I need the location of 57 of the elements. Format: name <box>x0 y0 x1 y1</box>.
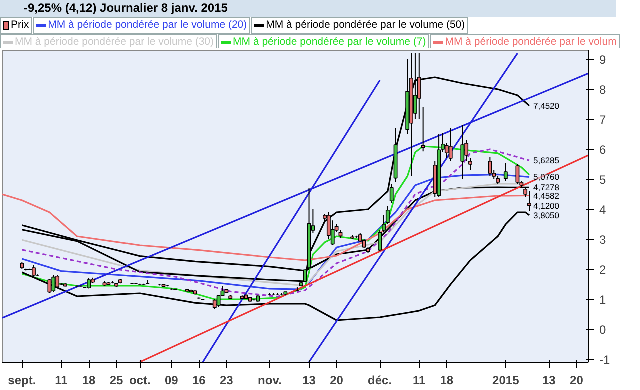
data-label: 3,8050 <box>534 210 560 220</box>
x-tick-label: oct. <box>129 374 151 388</box>
x-tick-label: 13 <box>302 374 316 388</box>
y-tick-label: 3 <box>600 233 606 247</box>
x-tick-label: 11 <box>413 374 426 388</box>
candlestick <box>504 162 508 182</box>
y-tick-label: 0 <box>600 323 606 337</box>
x-tick-label: 23 <box>220 374 234 388</box>
y-tick-label: 9 <box>600 53 606 67</box>
y-tick-label: 4 <box>600 203 606 217</box>
candlestick <box>468 158 472 171</box>
y-tick-label: 1 <box>600 293 606 307</box>
data-label: 5,6285 <box>534 156 560 166</box>
data-label: 4,4582 <box>534 190 560 201</box>
x-tick-label: 20 <box>570 374 584 388</box>
x-tick-label: 18 <box>440 374 454 388</box>
data-label: 7,4520 <box>534 100 560 111</box>
legend-label: Prix <box>0 17 32 34</box>
x-tick-label: 11 <box>55 374 68 388</box>
x-tick-label: sept. <box>8 374 36 388</box>
candlestick <box>421 107 426 152</box>
x-tick-label: 18 <box>82 374 96 388</box>
x-tick-label: déc. <box>368 374 392 388</box>
candlestick <box>48 278 52 294</box>
text: 4,1200 <box>534 200 560 211</box>
legend-label: MM à période pondérée par le volume (50) <box>251 17 468 34</box>
data-label: 4,7278 <box>534 182 560 193</box>
candlestick <box>516 164 520 184</box>
candlestick <box>52 275 56 292</box>
x-tick-label: nov. <box>258 374 282 388</box>
y-tick-label: 6 <box>600 143 606 157</box>
y-tick-label: 5 <box>600 173 606 187</box>
x-tick-label: 09 <box>164 374 179 388</box>
candlestick <box>32 264 36 278</box>
candlestick <box>378 230 382 252</box>
x-tick-label: 20 <box>330 374 344 388</box>
y-tick-label: 7 <box>600 113 606 127</box>
data-label: 5,0760 <box>534 172 560 182</box>
candlestick <box>56 275 60 289</box>
candlestick <box>460 125 465 180</box>
legend-label: MM à période pondérée par le volume (20) <box>33 17 250 34</box>
y-tick-label: -1 <box>600 353 610 367</box>
y-tick-label: 2 <box>600 263 606 277</box>
x-tick-label: 25 <box>110 374 124 388</box>
legend-label: MM à période pondérée par le volume (7) <box>218 34 430 51</box>
x-tick-label: 13 <box>542 374 556 388</box>
candlestick <box>216 294 221 308</box>
x-tick-label: 16 <box>192 374 206 388</box>
candlestick <box>390 184 394 204</box>
x-tick-label: 2015 <box>492 374 520 388</box>
chart-title: -9,25% (4,12) Journalier 8 janv. 2015 <box>0 0 616 17</box>
legend-label: MM à période pondérée par le volum <box>430 34 620 51</box>
candlestick <box>212 299 217 310</box>
candlestick <box>448 128 453 162</box>
y-tick-label: 8 <box>600 83 606 97</box>
line-series <box>21 212 530 322</box>
candlestick <box>488 156 492 177</box>
